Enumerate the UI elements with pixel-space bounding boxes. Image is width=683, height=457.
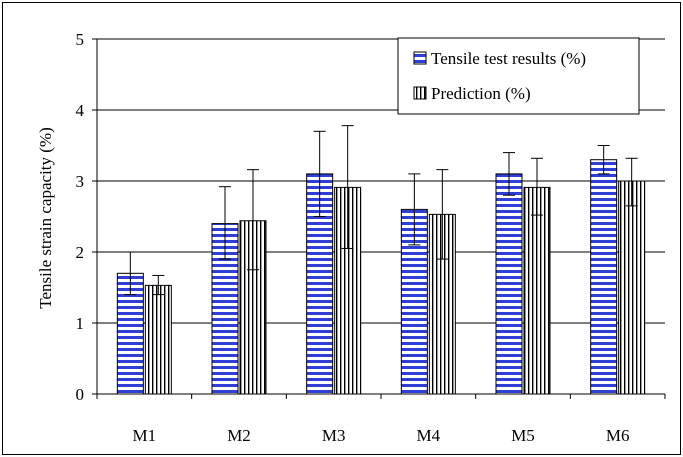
legend-label-tensile: Tensile test results (%) xyxy=(431,49,586,68)
x-tick-label-m5: M5 xyxy=(511,426,535,445)
x-tick-label-m4: M4 xyxy=(417,426,441,445)
y-tick-label: 3 xyxy=(76,172,85,191)
x-tick-label-m1: M1 xyxy=(133,426,157,445)
legend: Tensile test results (%) Prediction (%) xyxy=(397,37,640,115)
error-bars xyxy=(124,125,638,296)
bar-tensile-m5 xyxy=(495,173,523,395)
y-tick-label: 0 xyxy=(76,385,85,404)
bar-prediction-m5 xyxy=(523,186,551,395)
legend-box xyxy=(397,37,640,115)
y-tick-label: 1 xyxy=(76,314,85,333)
y-axis-title: Tensile strain capacity (%) xyxy=(36,127,55,308)
legend-label-prediction: Prediction (%) xyxy=(431,84,531,103)
x-tick-label-m2: M2 xyxy=(227,426,251,445)
bar-tensile-m6 xyxy=(590,159,618,395)
y-tick-label: 2 xyxy=(76,243,85,262)
bar-prediction-m1 xyxy=(144,284,172,395)
bars xyxy=(116,159,646,395)
legend-swatch-tensile xyxy=(413,51,427,65)
legend-swatch-prediction xyxy=(413,86,427,100)
x-tick-label-m6: M6 xyxy=(606,426,630,445)
axes: 0 1 2 3 4 5 M1 M2 M3 M4 M5 M6 xyxy=(76,30,666,445)
x-tick-label-m3: M3 xyxy=(322,426,346,445)
bar-prediction-m6 xyxy=(618,180,646,395)
y-tick-label: 5 xyxy=(76,30,85,49)
y-tick-label: 4 xyxy=(76,101,85,120)
